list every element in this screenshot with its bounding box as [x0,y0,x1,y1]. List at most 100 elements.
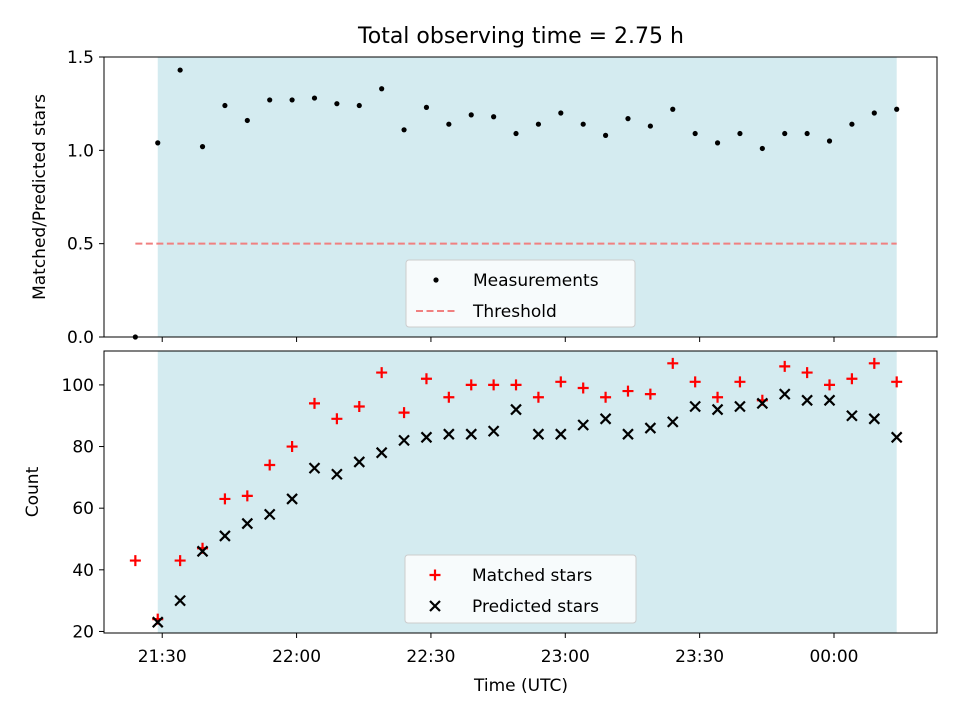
matched-star-point [174,555,186,567]
measurement-point [155,140,161,146]
predicted-star-point [577,419,589,431]
legend-marker-x [429,600,441,612]
measurement-point [334,101,340,107]
bottom-y-tick-label: 80 [72,438,94,458]
x-tick-label: 22:30 [406,647,455,667]
measurement-point [401,127,407,133]
measurement-point [759,145,765,152]
predicted-star-point [666,416,679,428]
measurement-point [356,102,362,109]
measurement-point [871,110,877,116]
count-points [129,357,903,628]
measurement-point [468,112,474,118]
matched-star-point [532,391,544,403]
matched-star-point [555,376,567,388]
measurement-point [602,132,609,138]
bottom-panel: 20 40 60 80 100 21:30 22:00 22:30 23:00 23:30 00:… [23,350,938,696]
top-y-ticks: 0.0 0.5 1.0 1.5 [67,48,104,348]
bottom-y-ticks: 20 40 60 80 100 [62,376,104,642]
predicted-star-point [398,434,410,447]
x-tick-label: 21:30 [138,647,187,667]
predicted-star-point [532,428,545,440]
matched-star-point [129,555,141,567]
bottom-y-tick-label: 100 [62,376,94,396]
predicted-star-point [846,409,858,422]
measurement-point [289,97,295,103]
predicted-star-point [868,413,881,425]
matched-star-point [689,376,701,388]
predicted-star-point [756,397,769,410]
measurement-point [267,97,273,103]
matched-star-point [443,391,455,403]
bottom-y-axis-label: Count [23,466,43,517]
legend-marker-plus [429,569,441,581]
legend-label: Measurements [473,271,599,291]
matched-star-point [376,367,388,379]
top-y-tick-label: 0.5 [67,235,94,255]
measurement-point [647,123,653,129]
matched-star-point [510,379,522,391]
top-y-tick-label: 1.5 [67,48,94,68]
matched-star-point [264,459,276,471]
matched-star-point [667,357,679,369]
predicted-star-point [420,431,433,444]
bottom-y-tick-label: 20 [72,622,94,642]
predicted-star-point [308,462,321,474]
matched-star-point [712,391,724,403]
bottom-y-tick-label: 40 [72,561,94,581]
legend-label: Threshold [472,302,557,322]
legend-box [404,554,637,624]
matched-star-point [868,357,880,369]
measurement-point [670,106,676,112]
measurement-point [714,140,721,146]
x-axis-label: Time (UTC) [473,676,568,696]
top-x-ticks [161,337,835,342]
measurement-point [177,67,183,73]
measurement-point [222,102,228,109]
matched-star-point [241,490,253,502]
measurement-point [558,110,564,116]
measurement-point [692,130,698,137]
measurement-points [132,67,900,340]
matched-star-point [331,413,343,425]
predicted-star-point [286,493,298,505]
predicted-star-point [219,530,231,542]
legend-label: Predicted stars [472,597,599,617]
bottom-legend: Matched stars Predicted stars [404,554,637,624]
matched-star-point [644,388,656,400]
measurement-point [894,106,900,112]
measurement-point [311,95,318,101]
predicted-star-point [555,428,567,440]
measurement-point [491,114,497,120]
predicted-star-point [778,388,791,400]
chart-title: Total observing time = 2.75 h [357,24,684,49]
matched-star-point [577,382,589,394]
measurement-point [737,130,743,137]
predicted-star-point [689,400,701,413]
predicted-star-point [711,403,724,416]
predicted-star-point [375,446,388,459]
bottom-axes-frame [103,350,938,634]
matched-star-point [734,376,746,388]
predicted-star-point [599,413,612,425]
matched-star-point [219,493,231,505]
measurement-point [849,121,855,127]
matched-star-point [891,376,903,388]
measurement-point [580,121,586,127]
matched-star-point [286,441,298,453]
matched-star-point [824,379,836,391]
measurement-point [535,121,542,127]
measurement-point [513,130,519,137]
predicted-star-point [331,468,343,481]
predicted-star-point [487,425,500,437]
predicted-star-point [174,594,186,607]
measurement-point [423,104,430,110]
measurement-point [446,121,452,127]
legend-label: Matched stars [472,566,592,586]
predicted-star-point [241,517,254,530]
predicted-star-point [644,422,657,434]
bottom-y-tick-label: 60 [72,499,94,519]
predicted-star-point [263,508,276,521]
measurement-point [804,130,810,137]
